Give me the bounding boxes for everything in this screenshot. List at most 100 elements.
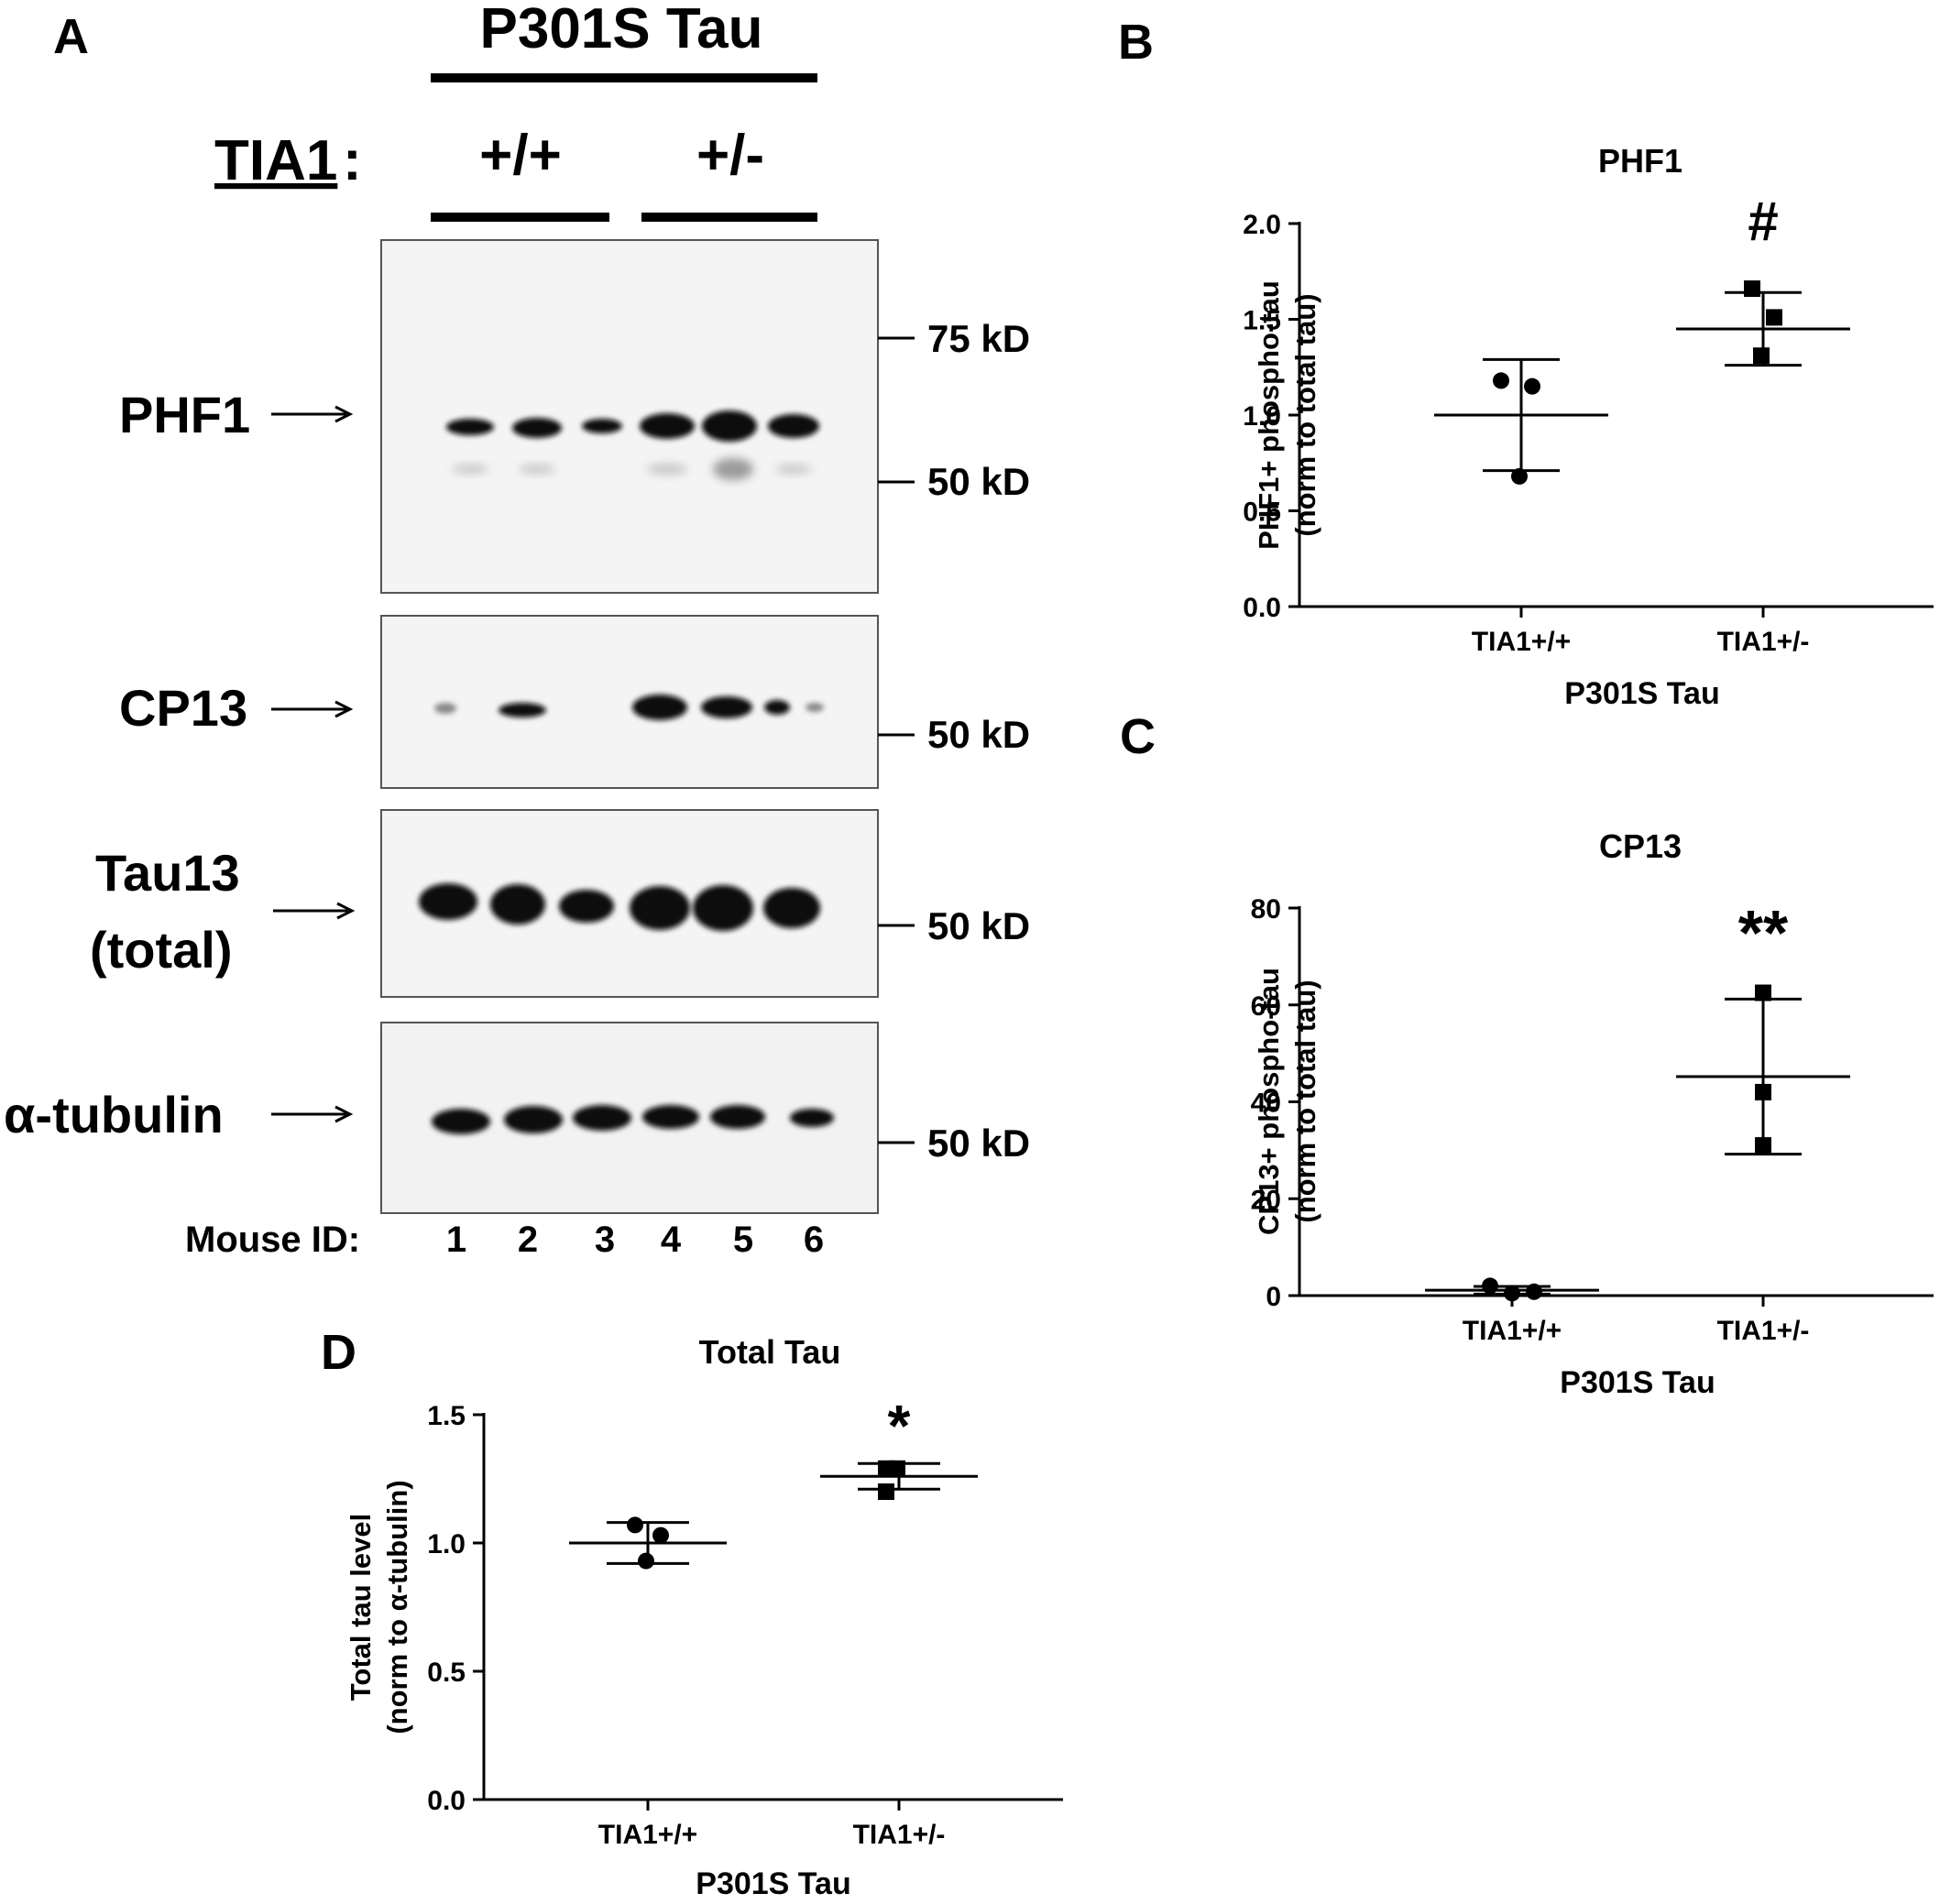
blot-bands bbox=[446, 410, 819, 442]
band-lane-2 bbox=[512, 418, 562, 438]
band-lane-4 bbox=[640, 413, 695, 439]
data-point bbox=[1755, 984, 1771, 1001]
y-tick-label: 1.5 bbox=[1243, 306, 1281, 336]
genotype-het: +/- bbox=[696, 124, 764, 187]
gene-label: TIA1 bbox=[214, 129, 337, 192]
y-tick-label: 60 bbox=[1251, 991, 1281, 1022]
data-point bbox=[1753, 347, 1770, 365]
x-tick-label: TIA1+/+ bbox=[1463, 1316, 1562, 1346]
faint-band bbox=[519, 465, 555, 474]
band-lane-2 bbox=[499, 703, 546, 717]
significance-marker: # bbox=[1748, 191, 1778, 252]
y-axis-label: (norm to total tau) bbox=[1289, 293, 1321, 536]
marker-label: 50 kD bbox=[927, 1122, 1030, 1165]
faint-band bbox=[452, 465, 488, 474]
y-axis-label: CP13+ phospho-tau bbox=[1253, 968, 1285, 1235]
mouse-id: 6 bbox=[804, 1220, 824, 1260]
y-tick-label: 0.0 bbox=[427, 1786, 466, 1816]
panel-a: A P301S Tau TIA1 : +/+ +/- bbox=[4, 0, 1030, 1260]
arrow-icon bbox=[271, 1105, 354, 1123]
band-lane-5 bbox=[693, 885, 753, 931]
panel-letter-b: B bbox=[1118, 15, 1154, 70]
band-lane-6 bbox=[764, 700, 790, 715]
y-tick-label: 0 bbox=[1266, 1282, 1281, 1312]
band-lane-5 bbox=[701, 696, 752, 718]
data-point bbox=[1744, 280, 1760, 298]
mouse-id: 2 bbox=[518, 1220, 538, 1260]
y-tick-label: 20 bbox=[1251, 1185, 1281, 1215]
data-point bbox=[878, 1483, 894, 1500]
chart-cp13: CP13 0 20 40 60 80 TIA1+/+ TIA1+/-P301S Tau CP13… bbox=[1251, 827, 1934, 1400]
y-tick-label: 0.0 bbox=[1243, 593, 1281, 623]
x-tick-label: TIA1+/- bbox=[1717, 1316, 1810, 1346]
blot-cp13: CP13 50 kD bbox=[119, 615, 1030, 789]
band-lane-3 bbox=[573, 1105, 631, 1131]
chart-title: PHF1 bbox=[1598, 142, 1682, 180]
mouse-id: 4 bbox=[661, 1220, 682, 1260]
chart-title: Total Tau bbox=[699, 1333, 841, 1371]
y-tick-label: 0.5 bbox=[1243, 498, 1281, 528]
y-tick-label: 1.0 bbox=[427, 1529, 466, 1559]
blot-faint-bands bbox=[452, 458, 812, 480]
marker-label: 50 kD bbox=[927, 713, 1030, 756]
data-point bbox=[1766, 309, 1782, 326]
chart-phf1: PHF1 0.0 0.5 1.0 1.5 2.0 TIA1+/+ TIA1+/- P301S T… bbox=[1243, 142, 1934, 711]
band-lane-1 bbox=[434, 703, 456, 714]
x-tick-label: TIA1+/+ bbox=[1472, 627, 1571, 657]
band-lane-6 bbox=[768, 414, 819, 438]
marker-label: 75 kD bbox=[927, 317, 1030, 360]
x-tick-label: TIA1+/+ bbox=[598, 1820, 697, 1850]
panel-letter-a: A bbox=[53, 9, 89, 64]
y-tick-label: 0.5 bbox=[427, 1658, 466, 1688]
blot-tau13: Tau13 (total) 50 kD bbox=[90, 809, 1030, 998]
marker-label: 50 kD bbox=[927, 904, 1030, 947]
data-point bbox=[1511, 467, 1528, 485]
y-tick-label: 1.5 bbox=[427, 1401, 466, 1431]
band-lane-5 bbox=[702, 410, 757, 442]
mouse-id: 1 bbox=[446, 1220, 466, 1260]
band-lane-6 bbox=[763, 888, 820, 928]
mouse-id: 5 bbox=[733, 1220, 753, 1260]
y-axis-label: Total tau level bbox=[345, 1514, 377, 1701]
band-lane-6 bbox=[790, 1109, 834, 1127]
blot-row-label: PHF1 bbox=[119, 386, 250, 443]
x-axis-label: P301S Tau bbox=[696, 1866, 850, 1901]
gene-label-colon: : bbox=[343, 129, 362, 192]
panel-letter-d: D bbox=[321, 1325, 356, 1380]
faint-band bbox=[775, 465, 812, 474]
band-lane-4 bbox=[642, 1105, 699, 1129]
blot-row-label-line2: (total) bbox=[90, 921, 233, 979]
data-point bbox=[1524, 378, 1540, 395]
band-lane-1 bbox=[446, 419, 494, 435]
band-lane-4 bbox=[632, 695, 687, 720]
band-lane-2 bbox=[504, 1106, 563, 1133]
blot-alpha-tubulin: α-tubulin 50 kD bbox=[4, 1022, 1030, 1214]
chart-title: CP13 bbox=[1599, 827, 1682, 865]
blot-bands bbox=[419, 883, 820, 931]
data-point bbox=[652, 1526, 669, 1544]
band-lane-1 bbox=[419, 883, 477, 920]
y-tick-label: 40 bbox=[1251, 1089, 1281, 1119]
marker-label: 50 kD bbox=[927, 460, 1030, 503]
band-lane-3 bbox=[559, 890, 614, 923]
x-axis-label: P301S Tau bbox=[1560, 1365, 1715, 1400]
blot-row-label: α-tubulin bbox=[4, 1086, 224, 1143]
band-lane-5 bbox=[710, 1105, 765, 1129]
arrow-icon bbox=[273, 902, 356, 920]
faint-band bbox=[647, 464, 687, 475]
x-tick-label: TIA1+/- bbox=[853, 1820, 946, 1850]
y-axis-label: (norm to α-tubulin) bbox=[381, 1480, 413, 1734]
genotype-het-bar bbox=[641, 213, 817, 222]
blot-bands bbox=[432, 1105, 834, 1134]
x-axis-label: P301S Tau bbox=[1564, 676, 1719, 711]
mouse-id-row: Mouse ID: 1 2 3 4 5 6 bbox=[185, 1220, 824, 1260]
blot-phf1: PHF1 75 kD 50 kD bbox=[119, 239, 1030, 594]
y-tick-label: 1.0 bbox=[1243, 401, 1281, 432]
band-lane-4 bbox=[630, 886, 690, 930]
genotype-wt: +/+ bbox=[479, 124, 562, 187]
band-lane-3 bbox=[582, 419, 622, 433]
blot-frame bbox=[380, 615, 879, 789]
data-point bbox=[627, 1516, 643, 1534]
y-tick-label: 80 bbox=[1251, 894, 1281, 925]
band-lane-6b bbox=[806, 703, 824, 712]
